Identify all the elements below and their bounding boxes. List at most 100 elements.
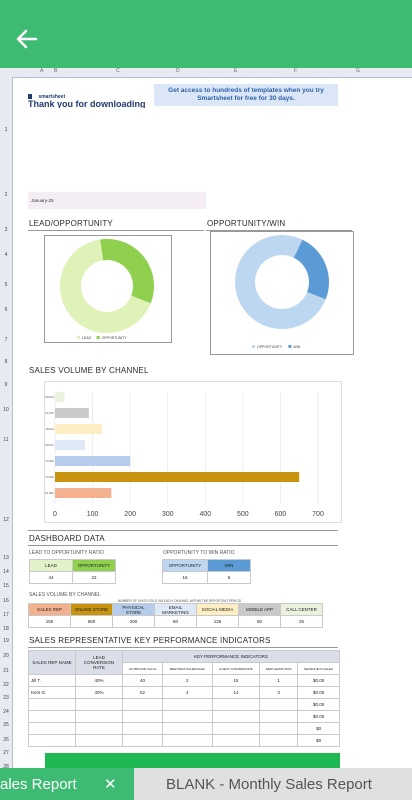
kpi-cell[interactable] xyxy=(259,734,299,747)
kpi-cell[interactable] xyxy=(259,722,299,735)
channel-header: EMAIL MARKETING xyxy=(154,603,197,616)
kpi-cell[interactable]: 1 xyxy=(259,674,299,687)
tab-active-sheet[interactable]: ales Report ✕ xyxy=(0,768,134,800)
channel-value[interactable]: 80 xyxy=(154,615,197,628)
kpi-cell[interactable] xyxy=(162,722,213,735)
kpi-cell[interactable]: 14 xyxy=(211,686,261,699)
app-bar xyxy=(0,0,412,78)
close-icon[interactable]: ✕ xyxy=(104,776,117,793)
row-number: 27 xyxy=(3,750,9,756)
kpi-cell[interactable]: 4 xyxy=(162,686,213,699)
win-value[interactable]: 5 xyxy=(207,571,251,584)
table-row: $0.00 xyxy=(28,698,340,711)
row-number: 7 xyxy=(4,337,8,343)
channel-value[interactable]: 200 xyxy=(112,615,155,628)
kpi-cell[interactable]: Jill T. xyxy=(28,674,76,687)
thank-you-text: Thank you for downloading xyxy=(28,99,146,108)
kpi-cell[interactable] xyxy=(75,710,123,723)
kpi-cell[interactable] xyxy=(28,698,76,711)
kpi-cell[interactable] xyxy=(162,734,213,747)
kpi-cell[interactable]: $0 xyxy=(297,722,340,735)
win-header: WIN xyxy=(207,559,251,572)
opportunity-win-chart: OPPORTUNITY WIN xyxy=(210,231,354,355)
channel-header: SALES REP xyxy=(28,603,71,616)
row-number: 2 xyxy=(4,192,8,198)
kpi-cell[interactable] xyxy=(259,710,299,723)
column-header: A B C D E F G xyxy=(0,68,412,78)
legend-label: OPPORTUNITY xyxy=(257,345,283,349)
table-row: $0.00 xyxy=(28,710,340,723)
channel-value[interactable]: 150 xyxy=(28,615,71,628)
row-number: 3 xyxy=(4,227,8,233)
row-number: 24 xyxy=(3,709,9,715)
kpi-cell[interactable]: $0.00 xyxy=(297,686,340,699)
opportunity-value[interactable]: 16 xyxy=(162,571,208,584)
kpi-cell[interactable] xyxy=(162,698,213,711)
kpi-cell[interactable]: $0.00 xyxy=(297,674,340,687)
lead-value[interactable]: 44 xyxy=(29,571,73,584)
kpi-cell[interactable] xyxy=(121,722,164,735)
row-number: 1 xyxy=(4,127,8,133)
bar-physical-store xyxy=(55,456,131,466)
kpi-cell[interactable] xyxy=(211,710,261,723)
kpi-cell[interactable] xyxy=(28,722,76,735)
kpi-cell[interactable] xyxy=(75,734,123,747)
kpi-cell[interactable]: 15 xyxy=(211,674,261,687)
kpi-cell[interactable] xyxy=(75,698,123,711)
kpi-cell[interactable] xyxy=(28,734,76,747)
kpi-cell[interactable] xyxy=(162,710,213,723)
divider xyxy=(28,530,338,531)
kpi-cell[interactable]: 3 xyxy=(259,686,299,699)
kpi-cell[interactable]: 2 xyxy=(162,674,213,687)
opportunity-value[interactable]: 22 xyxy=(72,571,116,584)
sales-volume-chart: 0 100 200 300 400 500 600 700 CALL CENTER MOBILE … xyxy=(31,381,342,523)
kpi-subheader: REVENUE IN SALES xyxy=(297,662,340,675)
kpi-cell[interactable] xyxy=(211,722,261,735)
kpi-table: SALES REP NAME LEAD CONVERSION RATE KEY … xyxy=(28,650,340,747)
divider xyxy=(28,647,338,648)
legend-swatch xyxy=(96,336,100,339)
legend-swatch xyxy=(252,345,255,348)
kpi-cell[interactable] xyxy=(211,734,261,747)
column-letter: D xyxy=(176,68,180,74)
kpi-cell[interactable] xyxy=(259,698,299,711)
row-number: 4 xyxy=(4,252,8,258)
x-tick-label: 300 xyxy=(162,511,174,518)
arrow-left-icon xyxy=(16,29,38,49)
channel-header: ONLINE STORE xyxy=(70,603,113,616)
channel-header: PHYSICAL STORE xyxy=(112,603,155,616)
kpi-header: KEY PERFORMANCE INDICATORS xyxy=(122,650,340,663)
kpi-cell[interactable]: 40% xyxy=(75,686,123,699)
kpi-cell[interactable] xyxy=(211,698,261,711)
kpi-cell[interactable]: 52 xyxy=(121,686,164,699)
kpi-cell[interactable]: $0.00 xyxy=(297,710,340,723)
sales-volume-bars: 0 100 200 300 400 500 600 700 CALL CENTER MOBILE … xyxy=(31,392,324,518)
channel-value[interactable]: 25 xyxy=(280,615,323,628)
legend-swatch xyxy=(77,336,80,339)
kpi-cell[interactable]: Kent G. xyxy=(28,686,76,699)
kpi-cell[interactable]: $0 xyxy=(297,734,340,747)
category-label: ONLINE STORE xyxy=(45,476,54,479)
back-button[interactable] xyxy=(10,22,44,56)
divider xyxy=(206,230,352,231)
row-number: 14 xyxy=(3,569,9,575)
kpi-cell[interactable]: $0.00 xyxy=(297,698,340,711)
promo-banner[interactable]: Get access to hundreds of templates when… xyxy=(154,84,338,106)
channel-value[interactable]: 90 xyxy=(238,615,281,628)
lead-opportunity-donut: LEAD OPPORTUNITY xyxy=(59,239,154,340)
kpi-cell[interactable] xyxy=(75,722,123,735)
kpi-cell[interactable] xyxy=(121,710,164,723)
sales-volume-title: SALES VOLUME BY CHANNEL xyxy=(29,366,149,375)
kpi-cell[interactable]: 40% xyxy=(75,674,123,687)
kpi-cell[interactable] xyxy=(28,710,76,723)
kpi-cell[interactable] xyxy=(121,734,164,747)
channel-value[interactable]: 650 xyxy=(70,615,113,628)
legend-label: OPPORTUNITY xyxy=(102,336,128,340)
tab-blank-monthly-sales-report[interactable]: BLANK - Monthly Sales Report xyxy=(134,768,412,800)
kpi-cell[interactable] xyxy=(121,698,164,711)
channel-value[interactable]: 125 xyxy=(196,615,239,628)
legend-swatch xyxy=(288,345,292,348)
promo-strip[interactable] xyxy=(45,753,340,768)
kpi-cell[interactable]: 40 xyxy=(121,674,164,687)
